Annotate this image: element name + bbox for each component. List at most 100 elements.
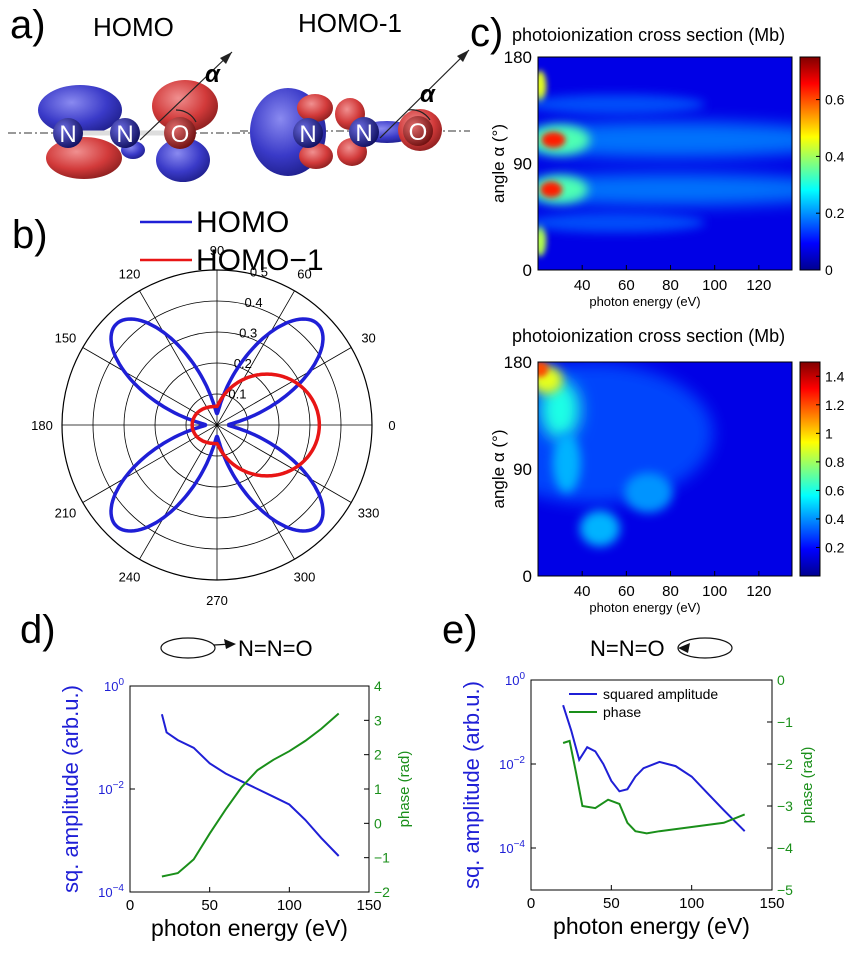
heatmap-feature (538, 70, 547, 103)
homo1-atom-n1: N (299, 121, 316, 148)
colorbar-tick-label: 0.4 (825, 148, 845, 164)
heatmap-ytick-label: 90 (513, 460, 532, 479)
polar-angle-label: 60 (297, 266, 311, 281)
line-series-phase (161, 712, 340, 878)
legend-label: phase (603, 704, 641, 720)
line-chart-y2tick-label: 0 (374, 815, 382, 831)
panel-b-letter: b) (12, 213, 48, 257)
heatmap-field (538, 57, 792, 270)
heatmap-feature (579, 510, 620, 547)
line-chart-y2label: phase (rad) (799, 747, 816, 824)
heatmap-frame (537, 361, 793, 577)
homo-atom-n2: N (116, 121, 133, 148)
colorbar-tick-label: 1 (825, 425, 833, 441)
line-series-amplitude (160, 714, 340, 857)
line-chart-ytick-label: 100 (505, 671, 525, 688)
line-chart-y2tick-label: −1 (374, 850, 390, 866)
heatmap-bottom: 40 60 80 100 120 0 90 180 photon energy (eV) angl… (489, 353, 845, 615)
heatmap-ytick-label: 180 (504, 353, 532, 372)
homo-atom-n1: N (59, 121, 76, 148)
polar-series-homo (109, 317, 325, 533)
polar-plot: 03060901201501802102402703003300.10.20.3… (31, 243, 395, 608)
polar-angle-label: 210 (55, 506, 77, 521)
panel-e-letter: e) (442, 608, 478, 652)
colorbar-tick-label: 0.2 (825, 539, 845, 555)
colorbar-tick-label: 0.8 (825, 454, 845, 470)
panel-c-letter: c) (470, 11, 503, 55)
heatmap-ytick-label: 180 (504, 48, 532, 67)
line-chart-ylabel: sq. amplitude (arb.u.) (459, 681, 484, 889)
line-chart-xtick-label: 150 (356, 897, 381, 914)
line-series-phase (562, 739, 746, 835)
polar-radial-tick: 0.5 (250, 264, 268, 279)
heatmap-ytick-label: 0 (523, 567, 532, 586)
polar-series-homo1 (190, 372, 322, 478)
line-chart-ytick-label: 10−2 (98, 780, 124, 797)
line-chart-xtick-label: 50 (603, 895, 620, 912)
line-chart-ylabel: sq. amplitude (arb.u.) (58, 685, 83, 893)
line-chart-xtick-label: 150 (759, 895, 784, 912)
colorbar-tick-label: 0.6 (825, 482, 845, 498)
homo1-atom-o: O (409, 119, 428, 146)
homo-angle-symbol: α (205, 61, 221, 88)
heatmap-ylabel: angle α (°) (489, 124, 508, 203)
polar-angle-label: 300 (294, 570, 316, 585)
heatmap-background (538, 57, 792, 270)
heatmap-xtick-label: 100 (702, 583, 727, 600)
line-chart-xlabel: photon energy (eV) (553, 913, 750, 939)
line-series-amplitude (562, 704, 746, 832)
heatmap-ytick-label: 90 (513, 155, 532, 174)
line-chart-e: 0 50 100 150 10−4 10−2 100 −5 −4 −3 −2 −1 0 photon en… (459, 671, 816, 939)
line-chart-y2label: phase (rad) (396, 751, 413, 828)
polar-angle-label: 270 (206, 593, 228, 608)
heatmap-feature (624, 472, 673, 513)
heatmap-feature (538, 94, 706, 115)
homo1-orbital-figure (240, 49, 470, 176)
line-chart-y2tick-label: 4 (374, 678, 382, 694)
homo-orbital-figure (8, 51, 250, 182)
line-chart-y2tick-label: 0 (777, 672, 785, 688)
line-chart-y2tick-label: −2 (374, 884, 390, 900)
polar-angle-label: 0 (388, 418, 395, 433)
heatmap-feature (540, 181, 563, 198)
panel-e-molecule: N=N=O (590, 636, 733, 661)
polar-radial-tick: 0.1 (228, 386, 246, 401)
heatmap-top-title: photoionization cross section (Mb) (512, 25, 785, 45)
polar-radial-tick: 0.3 (239, 325, 257, 340)
colorbar-tick-label: 0.4 (825, 511, 845, 527)
heatmap-xlabel: photon energy (eV) (589, 600, 700, 615)
heatmap-top: 40 60 80 100 120 0 90 180 photon energy (eV) angl… (489, 48, 845, 309)
line-chart-y2tick-label: 2 (374, 747, 382, 763)
heatmap-xtick-label: 80 (662, 583, 679, 600)
colorbar-tick-label: 0 (825, 262, 833, 278)
line-chart-xtick-label: 100 (679, 895, 704, 912)
line-chart-xtick-label: 50 (201, 897, 218, 914)
heatmap-feature (538, 173, 792, 206)
homo1-angle-symbol: α (420, 81, 436, 108)
heatmap-ylabel: angle α (°) (489, 430, 508, 509)
heatmap-feature (538, 212, 706, 233)
polar-angle-label: 30 (361, 331, 375, 346)
heatmap-feature (552, 433, 581, 494)
line-chart-ytick-label: 10−4 (499, 839, 525, 856)
heatmap-xtick-label: 60 (618, 277, 635, 294)
line-chart-frame (129, 685, 370, 893)
heatmap-xtick-label: 40 (574, 277, 591, 294)
heatmap-colorbar (799, 56, 821, 271)
line-chart-ytick-label: 100 (104, 677, 124, 694)
line-chart-y2tick-label: −5 (777, 882, 793, 898)
heatmap-feature (538, 224, 547, 257)
polar-angle-label: 150 (55, 331, 77, 346)
panel-a-homo-label: HOMO (93, 12, 174, 42)
colorbar-tick-label: 1.2 (825, 397, 845, 413)
line-chart-y2tick-label: −1 (777, 714, 793, 730)
line-chart-d: 0 50 100 150 10−4 10−2 100 −2 −1 0 1 2 3 4 photon ener… (58, 677, 413, 941)
panel-d-molecule: N=N=O (160, 636, 313, 661)
panel-a-homo1-label: HOMO-1 (298, 8, 402, 38)
heatmap-xlabel: photon energy (eV) (589, 294, 700, 309)
line-chart-y2tick-label: 1 (374, 781, 382, 797)
polar-angle-label: 120 (119, 266, 141, 281)
heatmap-bottom-title: photoionization cross section (Mb) (512, 326, 785, 346)
panel-d-molecule-label: N=N=O (238, 636, 313, 661)
